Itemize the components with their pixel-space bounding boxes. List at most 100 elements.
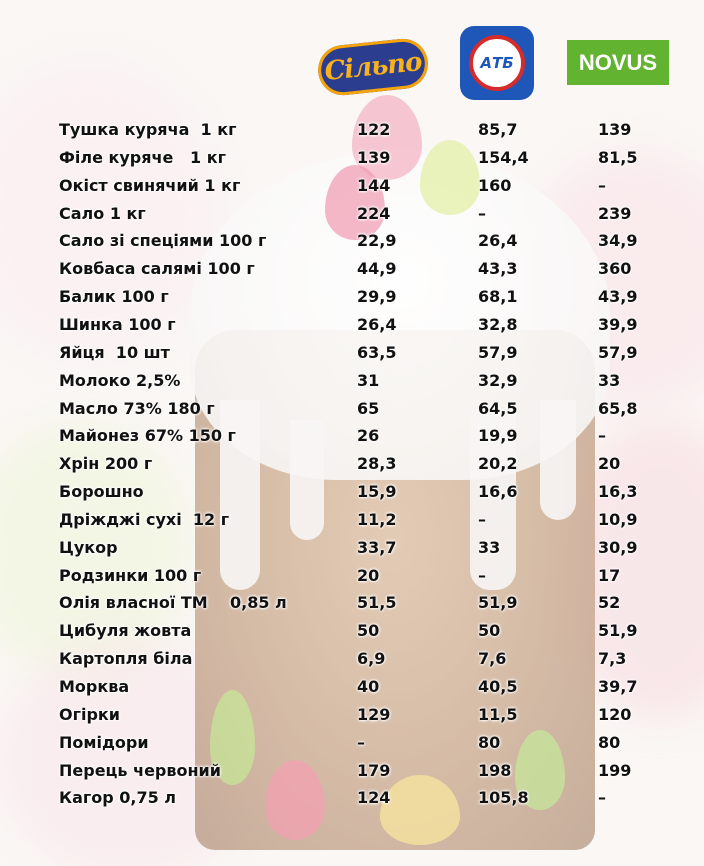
product-name: Молоко 2,5% bbox=[59, 370, 181, 390]
atb-logo: АТБ bbox=[460, 26, 534, 100]
product-name: Окіст свинячий 1 кг bbox=[59, 175, 241, 195]
table-row: Перець червоний 179 198 199 bbox=[0, 761, 704, 789]
product-name: Яйця 10 шт bbox=[59, 342, 170, 362]
table-row: Ковбаса салямі 100 г 44,9 43,3 360 bbox=[0, 259, 704, 287]
silpo-price: 124 bbox=[357, 788, 391, 808]
novus-price: 51,9 bbox=[598, 621, 638, 641]
novus-price: 139 bbox=[598, 120, 632, 139]
product-name: Філе куряче 1 кг bbox=[59, 147, 226, 167]
table-row: Масло 73% 180 г 65 64,5 65,8 bbox=[0, 399, 704, 427]
atb-price: – bbox=[478, 565, 486, 585]
novus-price: 360 bbox=[598, 259, 632, 279]
product-name: Картопля біла bbox=[59, 649, 193, 669]
silpo-price: 122 bbox=[357, 120, 391, 139]
atb-price: 32,9 bbox=[478, 370, 518, 390]
novus-price: 199 bbox=[598, 760, 632, 780]
novus-price: 81,5 bbox=[598, 147, 638, 167]
table-row: Кагор 0,75 л 124 105,8 – bbox=[0, 788, 704, 816]
product-name: Цукор bbox=[59, 537, 118, 557]
novus-logo: NOVUS bbox=[567, 40, 669, 85]
silpo-price: 20 bbox=[357, 565, 380, 585]
table-row: Хрін 200 г 28,3 20,2 20 bbox=[0, 454, 704, 482]
atb-price: 57,9 bbox=[478, 342, 518, 362]
product-name: Масло 73% 180 г bbox=[59, 398, 215, 418]
table-row: Майонез 67% 150 г 26 19,9 – bbox=[0, 426, 704, 454]
silpo-price: 144 bbox=[357, 175, 391, 195]
silpo-price: 11,2 bbox=[357, 509, 397, 529]
novus-price: 16,3 bbox=[598, 482, 638, 502]
silpo-price: 26 bbox=[357, 426, 380, 446]
table-row: Морква 40 40,5 39,7 bbox=[0, 677, 704, 705]
novus-price: 120 bbox=[598, 704, 632, 724]
atb-price: 26,4 bbox=[478, 231, 518, 251]
silpo-price: 15,9 bbox=[357, 482, 397, 502]
atb-price: – bbox=[478, 203, 486, 223]
table-row: Цукор 33,7 33 30,9 bbox=[0, 538, 704, 566]
product-name: Тушка куряча 1 кг bbox=[59, 120, 237, 139]
novus-logo-text: NOVUS bbox=[578, 49, 658, 75]
atb-logo-text: АТБ bbox=[480, 54, 514, 72]
silpo-price: 31 bbox=[357, 370, 380, 390]
silpo-price: 129 bbox=[357, 704, 391, 724]
table-row: Картопля біла 6,9 7,6 7,3 bbox=[0, 649, 704, 677]
table-row: Сало зі спеціями 100 г 22,9 26,4 34,9 bbox=[0, 231, 704, 259]
silpo-price: 44,9 bbox=[357, 259, 397, 279]
atb-price: 11,5 bbox=[478, 704, 518, 724]
novus-price: 17 bbox=[598, 565, 621, 585]
table-row: Родзинки 100 г 20 – 17 bbox=[0, 566, 704, 594]
product-name: Ковбаса салямі 100 г bbox=[59, 259, 255, 279]
silpo-price: 6,9 bbox=[357, 649, 386, 669]
novus-price: 20 bbox=[598, 454, 621, 474]
product-name: Борошно bbox=[59, 482, 144, 502]
product-name: Шинка 100 г bbox=[59, 314, 176, 334]
table-row: Помідори – 80 80 bbox=[0, 733, 704, 761]
table-row: Огірки 129 11,5 120 bbox=[0, 705, 704, 733]
table-row: Молоко 2,5% 31 32,9 33 bbox=[0, 371, 704, 399]
silpo-price: 22,9 bbox=[357, 231, 397, 251]
table-row: Яйця 10 шт 63,5 57,9 57,9 bbox=[0, 343, 704, 371]
novus-price: 34,9 bbox=[598, 231, 638, 251]
product-name: Кагор 0,75 л bbox=[59, 788, 177, 808]
novus-price: – bbox=[598, 788, 606, 808]
atb-price: 64,5 bbox=[478, 398, 518, 418]
product-name: Олія власної ТМ 0,85 л bbox=[59, 593, 287, 613]
silpo-price: 33,7 bbox=[357, 537, 397, 557]
atb-price: 154,4 bbox=[478, 147, 529, 167]
silpo-price: 65 bbox=[357, 398, 380, 418]
atb-price: 7,6 bbox=[478, 649, 507, 669]
novus-price: 239 bbox=[598, 203, 632, 223]
silpo-price: – bbox=[357, 732, 365, 752]
atb-price: 80 bbox=[478, 732, 501, 752]
silpo-price: 40 bbox=[357, 677, 380, 696]
silpo-price: 139 bbox=[357, 147, 391, 167]
atb-price: 105,8 bbox=[478, 788, 529, 808]
product-name: Сало 1 кг bbox=[59, 203, 146, 223]
table-row: Тушка куряча 1 кг 122 85,7 139 bbox=[0, 120, 704, 148]
atb-price: 68,1 bbox=[478, 287, 518, 307]
novus-price: 33 bbox=[598, 370, 621, 390]
table-row: Сало 1 кг 224 – 239 bbox=[0, 204, 704, 232]
table-row: Борошно 15,9 16,6 16,3 bbox=[0, 482, 704, 510]
product-name: Сало зі спеціями 100 г bbox=[59, 231, 267, 251]
novus-price: 43,9 bbox=[598, 287, 638, 307]
atb-price: 40,5 bbox=[478, 677, 518, 696]
table-row: Окіст свинячий 1 кг 144 160 – bbox=[0, 176, 704, 204]
product-name: Родзинки 100 г bbox=[59, 565, 202, 585]
table-row: Балик 100 г 29,9 68,1 43,9 bbox=[0, 287, 704, 315]
table-row: Шинка 100 г 26,4 32,8 39,9 bbox=[0, 315, 704, 343]
table-row: Цибуля жовта 50 50 51,9 bbox=[0, 621, 704, 649]
novus-price: 52 bbox=[598, 593, 621, 613]
product-name: Хрін 200 г bbox=[59, 454, 153, 474]
atb-price: 16,6 bbox=[478, 482, 518, 502]
novus-price: 10,9 bbox=[598, 509, 638, 529]
atb-price: – bbox=[478, 509, 486, 529]
silpo-price: 28,3 bbox=[357, 454, 397, 474]
novus-price: 65,8 bbox=[598, 398, 638, 418]
atb-price: 33 bbox=[478, 537, 501, 557]
product-name: Дріжджі сухі 12 г bbox=[59, 509, 230, 529]
atb-price: 198 bbox=[478, 760, 512, 780]
atb-price: 19,9 bbox=[478, 426, 518, 446]
novus-price: 57,9 bbox=[598, 342, 638, 362]
atb-price: 20,2 bbox=[478, 454, 518, 474]
